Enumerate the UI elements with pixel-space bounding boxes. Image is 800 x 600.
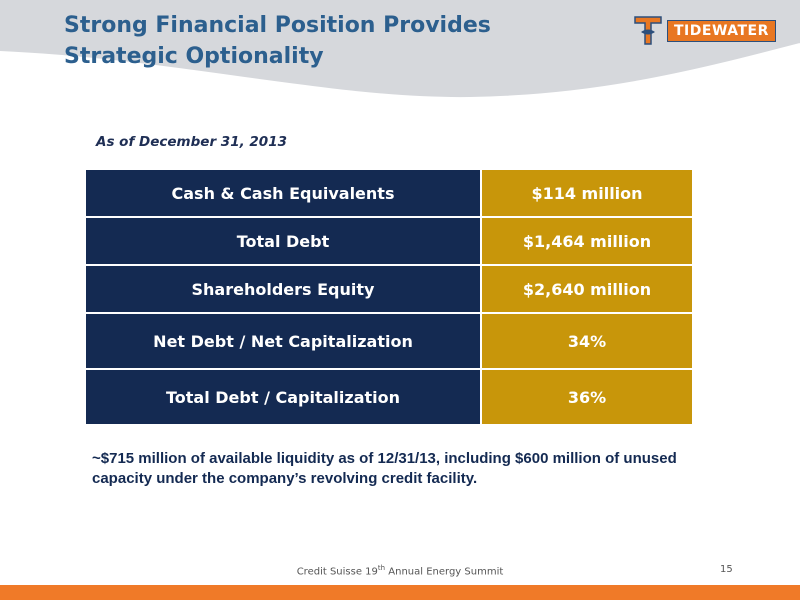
row-label: Net Debt / Net Capitalization bbox=[84, 312, 482, 370]
row-value: 34% bbox=[480, 312, 694, 370]
row-value: $2,640 million bbox=[480, 264, 694, 314]
row-label: Total Debt bbox=[84, 216, 482, 266]
as-of-date: As of December 31, 2013 bbox=[96, 134, 287, 150]
row-value: $114 million bbox=[480, 168, 694, 218]
table-row: Total Debt / Capitalization 36% bbox=[84, 368, 694, 426]
table-row: Cash & Cash Equivalents $114 million bbox=[84, 168, 694, 218]
bottom-bar bbox=[0, 585, 800, 600]
row-value: $1,464 million bbox=[480, 216, 694, 266]
footer-event-suffix: Annual Energy Summit bbox=[385, 566, 504, 578]
page-title: Strong Financial Position Provides Strat… bbox=[64, 13, 491, 69]
liquidity-note: ~$715 million of available liquidity as … bbox=[92, 450, 677, 487]
row-label: Shareholders Equity bbox=[84, 264, 482, 314]
row-label: Total Debt / Capitalization bbox=[84, 368, 482, 426]
logo-wordmark: TIDEWATER bbox=[667, 20, 776, 42]
financial-summary-table: Cash & Cash Equivalents $114 million Tot… bbox=[84, 168, 694, 426]
footer-event-sup: th bbox=[377, 564, 386, 572]
tidewater-t-icon bbox=[634, 16, 662, 45]
table-row: Total Debt $1,464 million bbox=[84, 216, 694, 266]
row-label: Cash & Cash Equivalents bbox=[84, 168, 482, 218]
row-value: 36% bbox=[480, 368, 694, 426]
company-logo: TIDEWATER bbox=[633, 14, 776, 48]
table-row: Net Debt / Net Capitalization 34% bbox=[84, 312, 694, 370]
page-number: 15 bbox=[720, 564, 733, 575]
footer-event-prefix: Credit Suisse 19 bbox=[296, 566, 378, 578]
footer-event: Credit Suisse 19th Annual Energy Summit bbox=[0, 564, 800, 577]
header-wave bbox=[0, 0, 800, 100]
table-row: Shareholders Equity $2,640 million bbox=[84, 264, 694, 314]
